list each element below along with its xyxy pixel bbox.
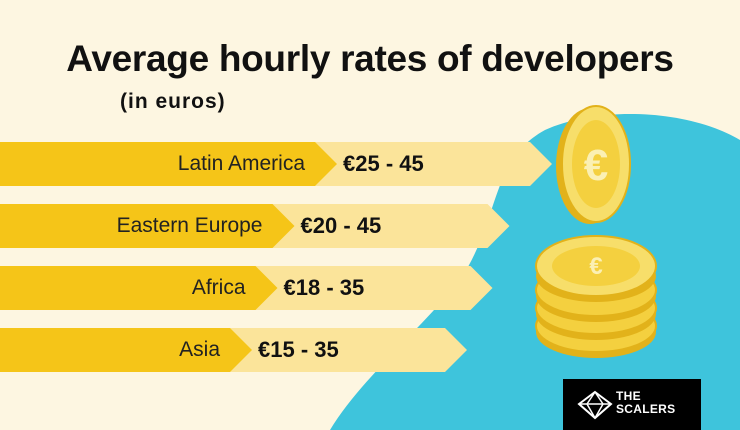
diamond-icon <box>577 390 613 420</box>
svg-text:€: € <box>584 141 608 190</box>
rate-value-label: €20 - 45 <box>300 213 382 238</box>
euro-coin: € <box>556 105 631 224</box>
region-label: Eastern Europe <box>116 214 263 237</box>
rate-value-label: €15 - 35 <box>258 337 339 362</box>
region-label: Latin America <box>177 152 305 175</box>
rate-value-label: €18 - 35 <box>283 275 365 300</box>
the-scalers-logo: THE SCALERS <box>563 379 701 430</box>
coin-stack: € <box>535 235 657 358</box>
logo-wordmark: THE SCALERS <box>616 389 676 416</box>
region-bar <box>0 328 252 372</box>
rate-value-label: €25 - 45 <box>343 151 424 176</box>
svg-text:€: € <box>589 253 602 280</box>
region-label: Africa <box>191 276 246 299</box>
page-title: Average hourly rates of developers <box>66 38 674 79</box>
region-bar <box>0 204 295 248</box>
region-label: Asia <box>179 338 220 361</box>
subtitle: (in euros) <box>120 90 226 113</box>
region-bar <box>0 142 337 186</box>
region-bar <box>0 266 278 310</box>
